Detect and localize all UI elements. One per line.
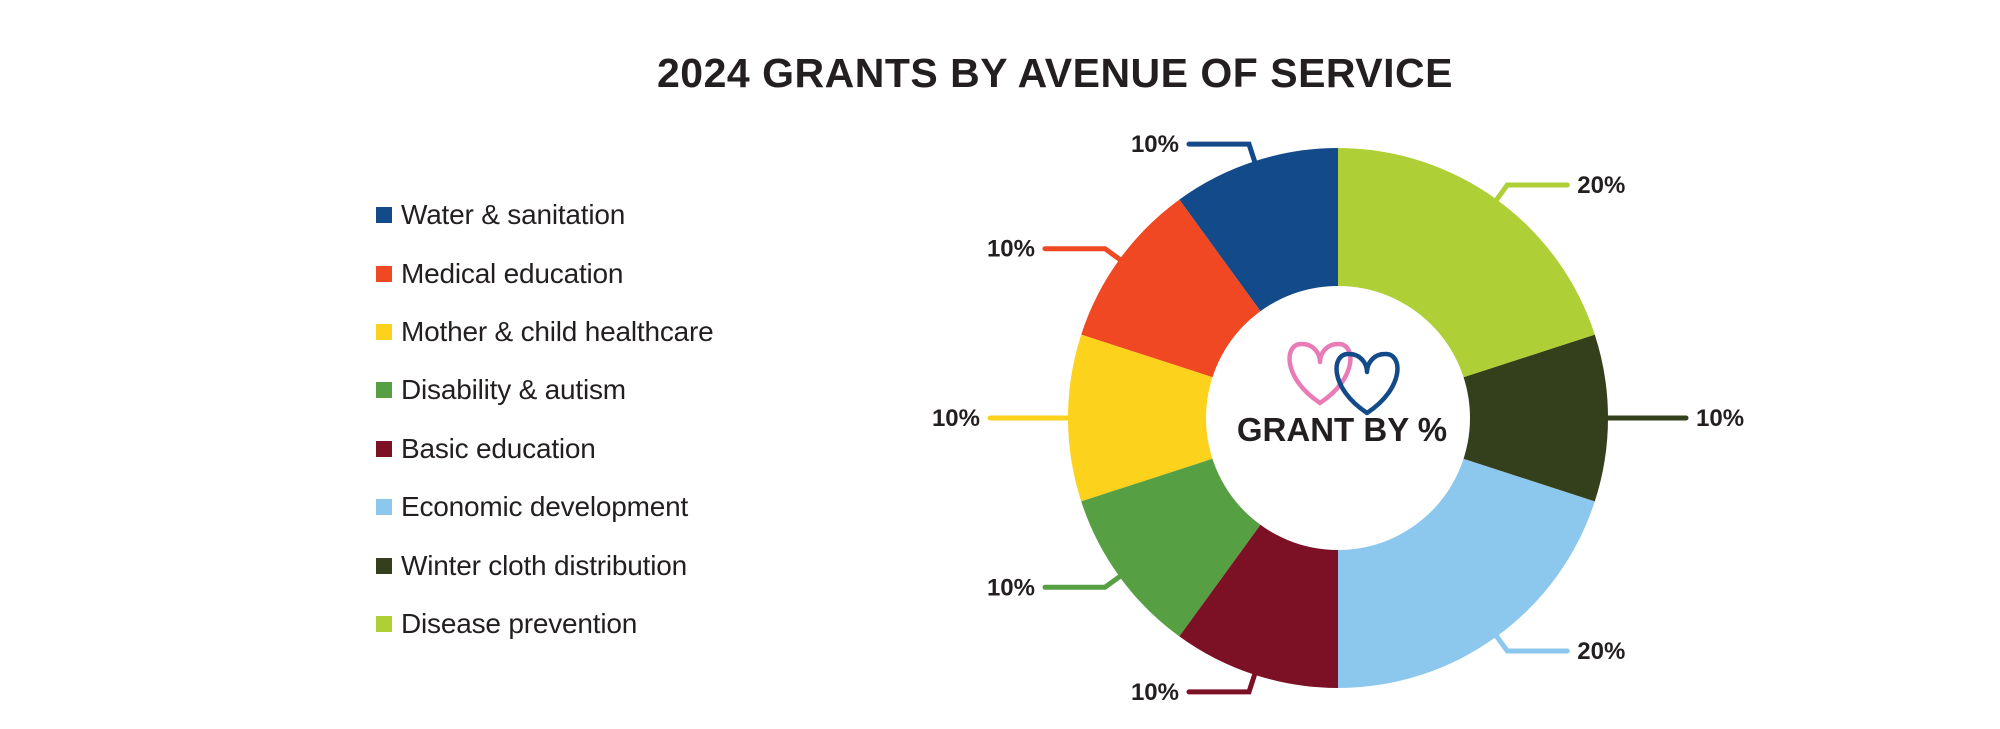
legend-item-medical-education: Medical education xyxy=(376,244,714,302)
value-label: 20% xyxy=(1577,638,1625,665)
leader-line xyxy=(1186,639,1268,695)
legend-swatch xyxy=(376,499,392,516)
legend-swatch xyxy=(376,382,392,399)
legend-item-economic-development: Economic development xyxy=(376,478,714,536)
legend-swatch xyxy=(376,615,392,632)
leader-line xyxy=(1042,554,1150,590)
leader-lines xyxy=(987,141,1689,695)
legend-swatch xyxy=(376,557,392,574)
leader-line xyxy=(1042,246,1150,282)
legend-swatch xyxy=(376,440,392,457)
center-label: GRANT BY % xyxy=(1237,411,1447,448)
value-label: 10% xyxy=(932,405,980,432)
hearts-logo-icon xyxy=(1287,341,1400,416)
legend-item-disease-prevention: Disease prevention xyxy=(376,595,714,653)
value-labels: 10% 10% 10% 10% 10% 20% 10% 20% xyxy=(932,131,1744,706)
legend: Water & sanitation Medical education Mot… xyxy=(376,186,714,653)
legend-item-mother-child-healthcare: Mother & child healthcare xyxy=(376,303,714,361)
legend-label: Economic development xyxy=(401,491,689,523)
value-label: 10% xyxy=(987,236,1035,263)
legend-label: Basic education xyxy=(401,432,596,464)
legend-label: Water & sanitation xyxy=(401,199,626,231)
donut-hole xyxy=(1206,286,1470,550)
legend-swatch xyxy=(376,265,392,282)
legend-swatch xyxy=(376,323,392,340)
slice-mother-child-healthcare xyxy=(1067,334,1338,502)
legend-label: Medical education xyxy=(401,257,624,289)
value-label: 10% xyxy=(987,574,1035,601)
legend-item-disability-autism: Disability & autism xyxy=(376,361,714,419)
legend-swatch xyxy=(376,207,392,224)
legend-label: Winter cloth distribution xyxy=(401,549,688,581)
legend-item-water-sanitation: Water & sanitation xyxy=(376,186,714,244)
value-label: 10% xyxy=(1131,679,1179,706)
legend-label: Disease prevention xyxy=(401,607,638,639)
chart-title: 2024 GRANTS BY AVENUE OF SERVICE xyxy=(657,50,1453,96)
legend-item-basic-education: Basic education xyxy=(376,420,714,478)
leader-line xyxy=(1474,606,1570,654)
legend-label: Disability & autism xyxy=(401,374,626,406)
value-label: 20% xyxy=(1577,172,1625,199)
leader-line xyxy=(1474,182,1570,230)
legend-item-winter-cloth-distribution: Winter cloth distribution xyxy=(376,536,714,594)
slice-winter-cloth-distribution xyxy=(1338,334,1609,502)
leader-line xyxy=(1186,141,1268,197)
value-label: 10% xyxy=(1131,131,1179,158)
legend-label: Mother & child healthcare xyxy=(401,315,714,347)
value-label: 10% xyxy=(1696,405,1744,432)
